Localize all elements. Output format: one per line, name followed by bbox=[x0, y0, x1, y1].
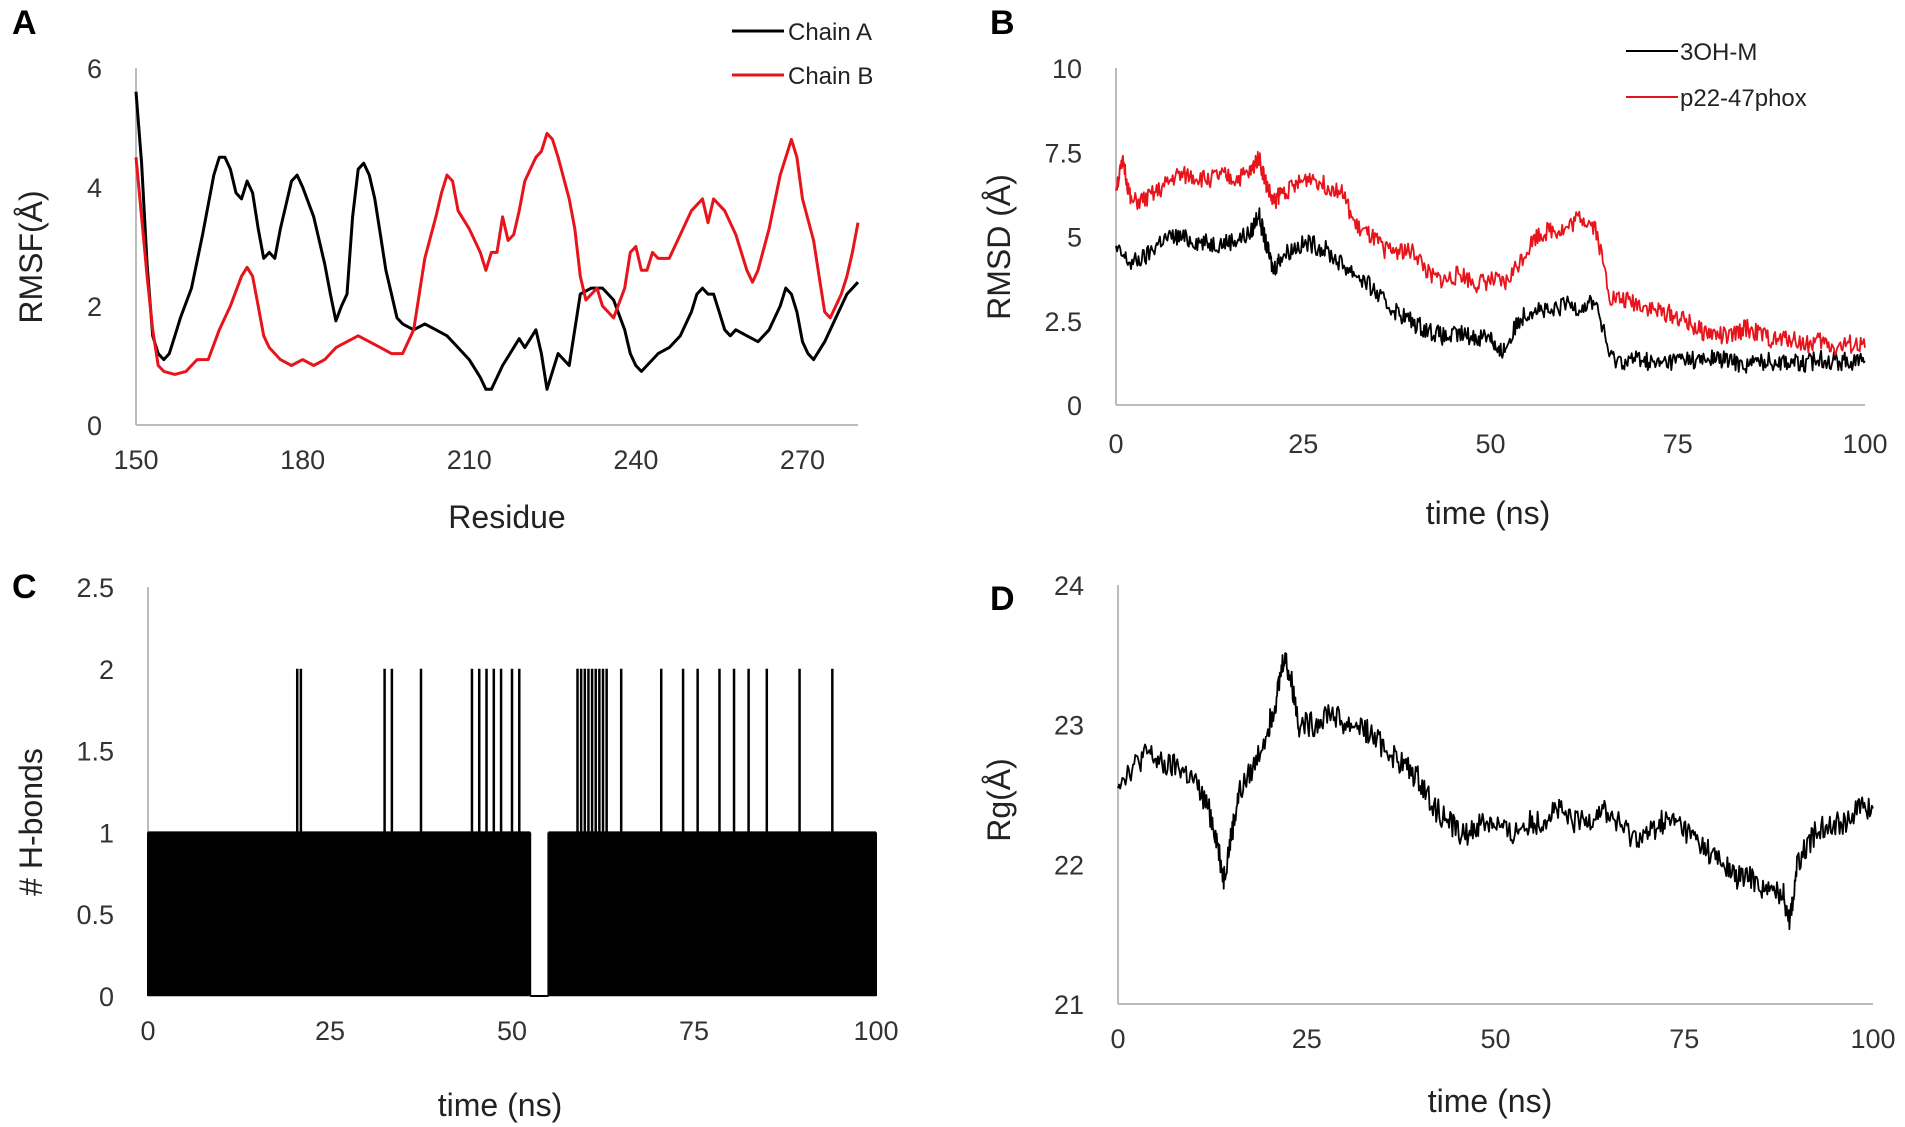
panel-d-y-tick-label: 23 bbox=[1054, 711, 1084, 741]
panel-c-x-tick-label: 25 bbox=[315, 1016, 345, 1046]
panel-d: D 21 22 23 24 0 25 50 75 100 time (ns) Rg(Å) bbox=[981, 571, 1896, 1119]
panel-d-x-tick-label: 50 bbox=[1480, 1024, 1510, 1054]
panel-c-x-tick-label: 75 bbox=[679, 1016, 709, 1046]
panel-a-x-tick-label: 240 bbox=[613, 445, 658, 475]
panel-a: A 0 2 4 6 150 180 210 240 270 Residue RMSF(Å) C… bbox=[12, 4, 873, 535]
panel-d-series-line-trace bbox=[1117, 652, 1874, 931]
panel-c-x-ticks: 0 25 50 75 100 bbox=[140, 1016, 898, 1046]
panel-d-x-axis-title: time (ns) bbox=[1428, 1083, 1552, 1119]
panel-b-y-tick-label: 0 bbox=[1067, 391, 1082, 421]
panel-c-x-tick-label: 0 bbox=[140, 1016, 155, 1046]
panel-a-axes bbox=[135, 68, 858, 426]
panel-c-y-axis-title: # H-bonds bbox=[13, 748, 49, 896]
panel-a-x-ticks: 150 180 210 240 270 bbox=[113, 445, 825, 475]
panel-c-y-tick-label: 0.5 bbox=[76, 900, 114, 930]
panel-b-y-axis-title: RMSD (Å) bbox=[981, 174, 1017, 320]
panel-b-x-tick-label: 25 bbox=[1288, 429, 1318, 459]
panel-b-y-tick-label: 7.5 bbox=[1044, 138, 1082, 168]
panel-c-y-tick-label: 1 bbox=[99, 818, 114, 848]
legend-label-chain-a: Chain A bbox=[788, 19, 872, 46]
panel-c-y-tick-label: 0 bbox=[99, 982, 114, 1012]
panel-a-series-line-chain-a bbox=[134, 91, 860, 391]
panel-a-x-tick-label: 270 bbox=[780, 445, 825, 475]
panel-b-x-tick-label: 75 bbox=[1663, 429, 1693, 459]
panel-a-x-tick-label: 150 bbox=[113, 445, 158, 475]
panel-b-axes bbox=[1115, 68, 1865, 406]
legend-label-3oh-m: 3OH-M bbox=[1680, 39, 1757, 66]
panel-a-x-tick-label: 210 bbox=[447, 445, 492, 475]
legend-label-chain-b: Chain B bbox=[788, 63, 873, 90]
panel-letter-a: A bbox=[12, 4, 37, 42]
panel-b-y-tick-label: 2.5 bbox=[1044, 307, 1082, 337]
panel-c: C 0 0.5 1 1.5 2 2.5 0 25 50 75 100 time (ns) # H-… bbox=[12, 568, 899, 1123]
panel-a-series-line-chain-b bbox=[134, 131, 860, 376]
legend-label-p22-47phox: p22-47phox bbox=[1680, 85, 1807, 112]
panel-a-y-ticks: 0 2 4 6 bbox=[87, 54, 102, 441]
panel-c-y-tick-label: 2.5 bbox=[76, 573, 114, 603]
panel-b-series-line-p22-47phox bbox=[1115, 150, 1866, 356]
panel-c-hbond-trace bbox=[147, 831, 877, 996]
panel-d-x-tick-label: 100 bbox=[1850, 1024, 1895, 1054]
panel-c-x-tick-label: 50 bbox=[497, 1016, 527, 1046]
panel-b-y-tick-label: 5 bbox=[1067, 223, 1082, 253]
panel-d-x-tick-label: 25 bbox=[1292, 1024, 1322, 1054]
panel-c-y-ticks: 0 0.5 1 1.5 2 2.5 bbox=[76, 573, 114, 1012]
panel-letter-b: B bbox=[990, 4, 1015, 42]
panel-a-y-tick-label: 6 bbox=[87, 54, 102, 84]
panel-d-x-tick-label: 0 bbox=[1110, 1024, 1125, 1054]
panel-b-legend: 3OH-M p22-47phox bbox=[1626, 39, 1807, 112]
panel-a-y-tick-label: 4 bbox=[87, 173, 102, 203]
panel-c-y-tick-label: 2 bbox=[99, 655, 114, 685]
panel-d-x-tick-label: 75 bbox=[1669, 1024, 1699, 1054]
panel-b-y-tick-label: 10 bbox=[1052, 54, 1082, 84]
panel-b-series-line-3oh-m bbox=[1115, 207, 1866, 374]
panel-a-legend: Chain A Chain B bbox=[732, 19, 873, 90]
panel-b: B 0 2.5 5 7.5 10 0 25 50 75 100 time (ns) RMSD (… bbox=[981, 4, 1888, 531]
panel-b-x-axis-title: time (ns) bbox=[1426, 495, 1550, 531]
panel-d-axes bbox=[1117, 585, 1873, 1005]
panel-b-x-tick-label: 50 bbox=[1475, 429, 1505, 459]
panel-letter-c: C bbox=[12, 568, 37, 606]
panel-d-y-tick-label: 24 bbox=[1054, 571, 1084, 601]
panel-c-x-axis-title: time (ns) bbox=[438, 1087, 562, 1123]
panel-b-x-tick-label: 100 bbox=[1842, 429, 1887, 459]
panel-a-y-axis-title: RMSF(Å) bbox=[13, 190, 49, 323]
panel-c-x-tick-label: 100 bbox=[853, 1016, 898, 1046]
panel-letter-d: D bbox=[990, 580, 1015, 618]
panel-a-lines bbox=[134, 91, 860, 391]
panel-d-y-ticks: 21 22 23 24 bbox=[1054, 571, 1084, 1020]
panel-b-x-ticks: 0 25 50 75 100 bbox=[1108, 429, 1887, 459]
panel-d-x-ticks: 0 25 50 75 100 bbox=[1110, 1024, 1895, 1054]
panel-c-lines bbox=[147, 668, 877, 997]
panel-a-y-tick-label: 0 bbox=[87, 411, 102, 441]
panel-b-lines bbox=[1115, 150, 1866, 374]
panel-d-y-tick-label: 22 bbox=[1054, 850, 1084, 880]
panel-a-y-tick-label: 2 bbox=[87, 292, 102, 322]
panel-c-y-tick-label: 1.5 bbox=[76, 737, 114, 767]
panel-d-lines bbox=[1117, 652, 1874, 931]
panel-b-y-ticks: 0 2.5 5 7.5 10 bbox=[1044, 54, 1082, 421]
panel-a-x-axis-title: Residue bbox=[448, 499, 565, 535]
panel-b-x-tick-label: 0 bbox=[1108, 429, 1123, 459]
panel-d-y-tick-label: 21 bbox=[1054, 990, 1084, 1020]
panel-d-y-axis-title: Rg(Å) bbox=[981, 758, 1017, 842]
panel-a-x-tick-label: 180 bbox=[280, 445, 325, 475]
